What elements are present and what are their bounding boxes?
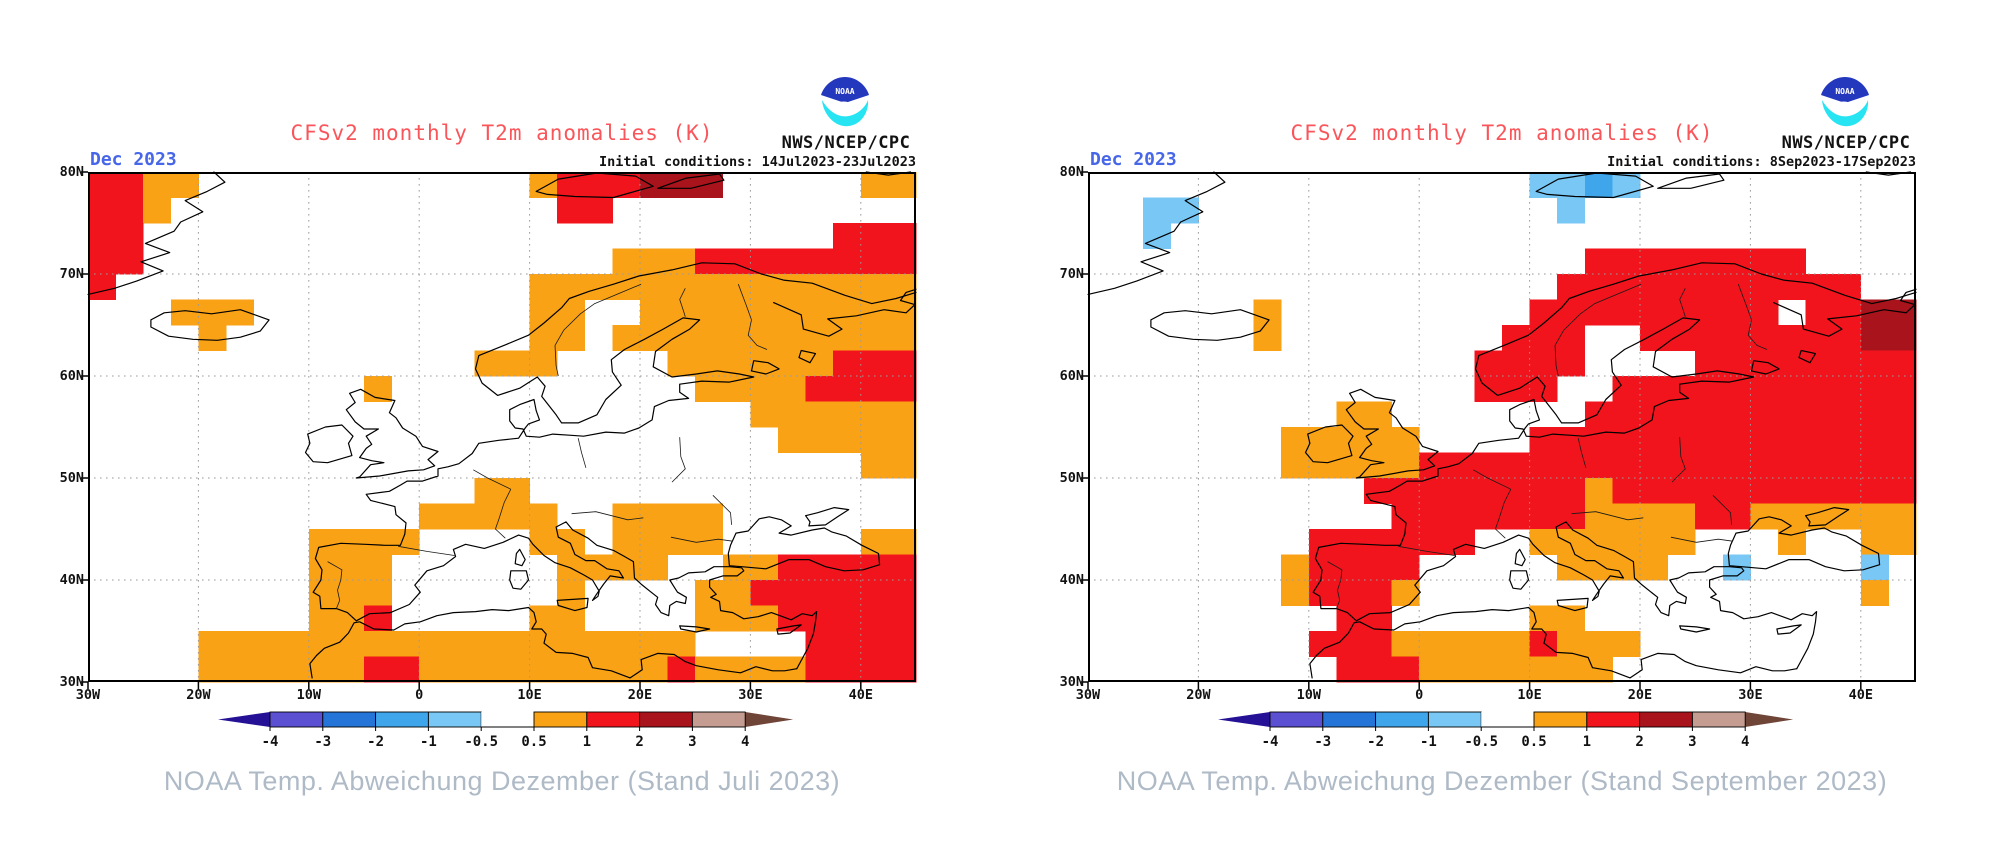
lon-tick-label: 10W <box>1296 687 1321 703</box>
anomaly-colorbar: -4 -3 -2 -1 -0.5 0.5 1 2 3 4 <box>218 711 794 750</box>
colorbar-tick-label: -4 <box>1262 734 1279 750</box>
lon-tick-label: 20W <box>186 687 211 703</box>
colorbar-tick-label: -1 <box>1420 734 1437 750</box>
lon-tick-label: 30E <box>738 687 763 703</box>
lon-tick-label: 30W <box>75 687 101 703</box>
lon-tick-label: 10E <box>1517 687 1542 703</box>
lat-tick-label: 40N <box>1059 572 1084 588</box>
figure-caption: NOAA Temp. Abweichung Dezember (Stand Se… <box>1116 766 1888 796</box>
noaa-logo: NOAA <box>1821 77 1869 127</box>
noaa-logo-text: NOAA <box>1835 87 1854 96</box>
anomaly-map <box>81 171 917 689</box>
lon-tick-label: 10W <box>296 687 321 703</box>
lat-tick-label: 50N <box>1059 470 1084 486</box>
lon-tick-label: 30W <box>1075 687 1101 703</box>
lat-tick-label: 80N <box>1059 164 1084 180</box>
figure-caption: NOAA Temp. Abweichung Dezember (Stand Ju… <box>163 766 841 796</box>
lat-tick-label: 80N <box>59 164 84 180</box>
map-title: CFSv2 monthly T2m anomalies (K) <box>1290 121 1714 145</box>
colorbar-tick-label: 3 <box>1688 734 1696 750</box>
noaa-logo-sky <box>821 77 869 103</box>
noaa-logo-bird-icon <box>833 101 853 106</box>
axis-ticks <box>1081 171 1862 689</box>
colorbar-right-arrow <box>1745 712 1794 727</box>
colorbar-tick-label: -2 <box>367 734 384 750</box>
lon-tick-label: 0 <box>1415 687 1424 703</box>
anomaly-colorbar: -4 -3 -2 -1 -0.5 0.5 1 2 3 4 <box>1218 711 1794 750</box>
lon-tick-label: 40E <box>1848 687 1873 703</box>
lon-tick-label: 30E <box>1738 687 1763 703</box>
lat-tick-label: 30N <box>1059 674 1084 690</box>
colorbar-tick-label: -4 <box>262 734 279 750</box>
colorbar-tick-label: -0.5 <box>1464 734 1498 750</box>
country-borders <box>1327 283 1768 609</box>
forecast-panel-september: CFSv2 monthly T2m anomalies (K) NOAA NWS… <box>1000 0 2000 858</box>
graticule <box>1088 172 1916 682</box>
lon-tick-label: 0 <box>415 687 424 703</box>
colorbar-tick-label: -2 <box>1367 734 1384 750</box>
country-borders <box>327 283 768 609</box>
forecast-month-label: Dec 2023 <box>1090 149 1177 170</box>
lon-tick-label: 10E <box>517 687 542 703</box>
anomaly-map <box>1081 171 1917 689</box>
coastlines <box>1087 171 1917 679</box>
colorbar-tick-label: 2 <box>635 734 643 750</box>
colorbar-tick-label: -3 <box>1314 734 1331 750</box>
lon-tick-label: 20W <box>1186 687 1211 703</box>
coastlines <box>87 171 917 679</box>
colorbar-tick-label: 4 <box>741 734 749 750</box>
colorbar-tick-label: 0.5 <box>521 734 546 750</box>
noaa-logo-wave <box>822 100 869 127</box>
colorbar-tick-label: 3 <box>688 734 696 750</box>
agency-label: NWS/NCEP/CPC <box>781 133 911 153</box>
lat-tick-label: 30N <box>59 674 84 690</box>
axis-ticks <box>81 171 862 689</box>
colorbar-tick-label: 1 <box>1583 734 1591 750</box>
colorbar-left-arrow <box>1218 712 1270 727</box>
graticule <box>88 172 916 682</box>
noaa-logo: NOAA <box>821 77 869 127</box>
colorbar-right-arrow <box>745 712 794 727</box>
lat-tick-label: 60N <box>59 368 84 384</box>
lon-tick-label: 20E <box>1627 687 1653 703</box>
colorbar-tick-label: 1 <box>583 734 591 750</box>
lat-tick-label: 40N <box>59 572 84 588</box>
colorbar-tick-label: 0.5 <box>1521 734 1546 750</box>
lon-tick-label: 20E <box>627 687 653 703</box>
colorbar-tick-label: 4 <box>1741 734 1749 750</box>
map-title: CFSv2 monthly T2m anomalies (K) <box>290 121 714 145</box>
noaa-logo-sky <box>1821 77 1869 103</box>
initial-conditions-label: Initial conditions: 14Jul2023-23Jul2023 <box>599 154 916 170</box>
lat-tick-label: 60N <box>1059 368 1084 384</box>
lat-tick-label: 50N <box>59 470 84 486</box>
noaa-logo-bird-icon <box>1833 101 1853 106</box>
noaa-logo-text: NOAA <box>835 87 854 96</box>
forecast-month-label: Dec 2023 <box>90 149 177 170</box>
colorbar-tick-label: 2 <box>1635 734 1643 750</box>
colorbar-tick-label: -0.5 <box>464 734 498 750</box>
lat-tick-label: 70N <box>1059 266 1084 282</box>
initial-conditions-label: Initial conditions: 8Sep2023-17Sep2023 <box>1607 154 1916 170</box>
anomaly-cells <box>1143 172 1917 683</box>
noaa-logo-wave <box>1822 100 1869 127</box>
colorbar-tick-label: -3 <box>314 734 331 750</box>
colorbar-tick-label: -1 <box>420 734 437 750</box>
lon-tick-label: 40E <box>848 687 873 703</box>
forecast-panel-july: CFSv2 monthly T2m anomalies (K) NOAA NWS… <box>59 77 917 796</box>
agency-label: NWS/NCEP/CPC <box>1781 133 1911 153</box>
colorbar-left-arrow <box>218 712 270 727</box>
lat-tick-label: 70N <box>59 266 84 282</box>
